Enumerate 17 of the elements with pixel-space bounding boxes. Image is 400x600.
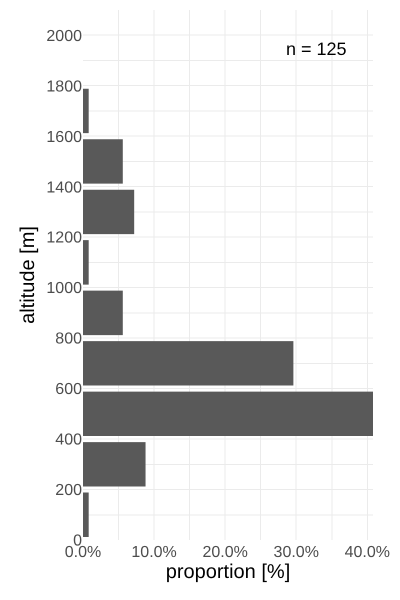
y-tick-label: 1800 [46, 78, 82, 96]
y-tick-label: 1600 [46, 128, 82, 146]
y-tick-label: 1200 [46, 230, 82, 247]
x-tick-label: 40.0% [344, 544, 390, 561]
x-tick-label: 20.0% [202, 544, 248, 561]
x-axis-title: proportion [%] [166, 561, 290, 583]
x-tick-label: 30.0% [274, 544, 319, 561]
y-tick-label: 400 [55, 432, 82, 449]
y-tick-label: 2000 [46, 28, 82, 45]
x-tick-label: 10.0% [131, 544, 177, 561]
y-tick-label: 800 [55, 330, 82, 348]
y-tick-label: 1000 [46, 280, 82, 298]
y-tick-label: 200 [55, 482, 82, 500]
y-axis-title: altitude [m] [16, 226, 39, 324]
annotation: n = 125 [286, 39, 347, 59]
y-tick-label: 1400 [46, 179, 82, 196]
y-tick-label: 600 [55, 381, 82, 398]
